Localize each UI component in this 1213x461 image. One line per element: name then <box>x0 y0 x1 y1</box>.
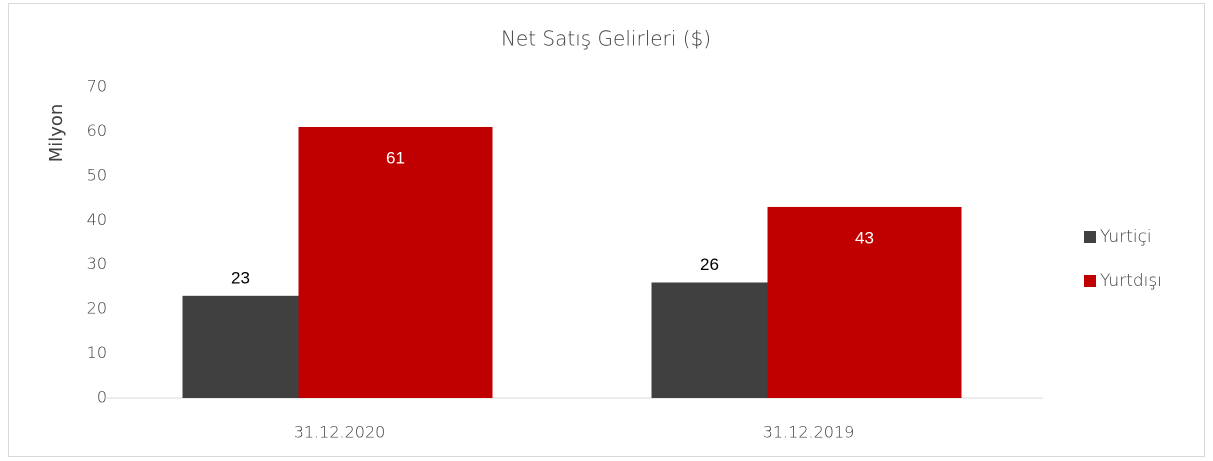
bar <box>298 126 493 398</box>
y-tick-label: 30 <box>87 254 107 273</box>
y-tick-label: 70 <box>87 77 107 96</box>
legend-label: Yurtdışı <box>1100 271 1162 291</box>
legend-swatch <box>1084 275 1096 287</box>
y-tick-label: 0 <box>97 388 107 407</box>
y-tick-label: 20 <box>87 299 107 318</box>
y-tick-label: 50 <box>87 165 107 184</box>
x-tick-label: 31.12.2020 <box>294 423 386 442</box>
y-tick-label: 60 <box>87 121 107 140</box>
data-label: 23 <box>231 268 250 287</box>
chart-title: Net Satış Gelirleri ($) <box>501 27 711 51</box>
bar <box>651 282 768 398</box>
legend-label: Yurtiçi <box>1100 227 1152 247</box>
data-label: 26 <box>700 255 719 274</box>
legend-swatch <box>1084 231 1096 243</box>
y-axis-label: Milyon <box>46 104 67 163</box>
data-label: 61 <box>386 148 405 167</box>
x-tick-label: 31.12.2019 <box>763 423 855 442</box>
data-label: 43 <box>855 228 874 247</box>
bar <box>182 295 299 398</box>
y-tick-label: 40 <box>87 210 107 229</box>
bar <box>767 206 962 398</box>
y-tick-label: 10 <box>87 343 107 362</box>
